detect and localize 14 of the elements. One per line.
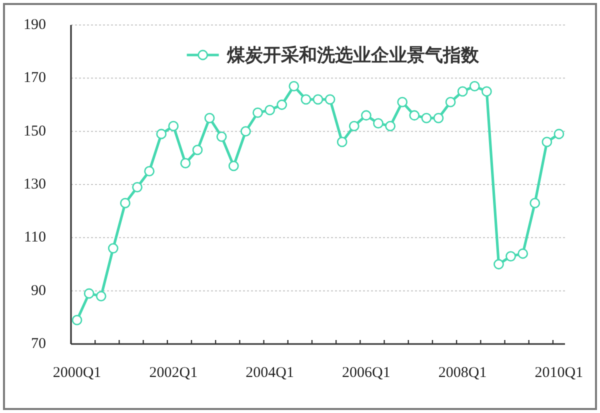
x-tick-label: 2006Q1 (342, 365, 390, 381)
y-tick-label: 190 (24, 17, 46, 33)
legend: 煤炭开采和洗选业企业景气指数 (186, 45, 479, 65)
y-tick-label: 170 (24, 70, 46, 86)
y-tick-label: 130 (24, 176, 46, 192)
y-tick-label: 150 (24, 123, 46, 140)
y-tick-label: 70 (31, 336, 46, 352)
x-tick-label: 2010Q1 (534, 365, 584, 381)
y-tick-label: 110 (24, 230, 46, 246)
x-tick-label: 2000Q1 (52, 365, 102, 381)
x-tick-label: 2004Q1 (246, 365, 294, 381)
y-tick-label: 90 (31, 282, 46, 299)
x-tick-label: 2002Q1 (149, 365, 198, 381)
x-tick-label: 2008Q1 (438, 365, 487, 381)
